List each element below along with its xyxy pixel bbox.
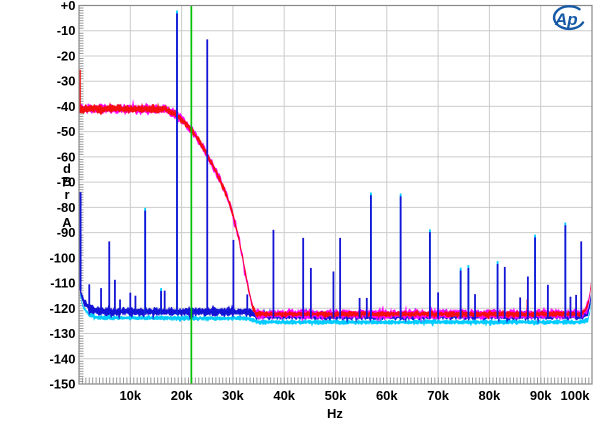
y-tick-label: -90	[57, 225, 76, 240]
y-axis-unit-letter-A: A	[62, 215, 72, 230]
y-axis-unit-letter-d: d	[63, 161, 71, 176]
audio-precision-logo: Ap	[552, 5, 585, 31]
y-tick-label: -10	[57, 23, 76, 38]
y-tick-label: -80	[57, 200, 76, 215]
y-tick-label: -30	[57, 74, 76, 89]
y-tick-label: -100	[49, 250, 75, 265]
x-tick-label: 20k	[171, 388, 193, 403]
x-tick-label: 100k	[561, 388, 591, 403]
logo-swoosh-arc	[552, 5, 585, 31]
x-tick-label: 90k	[530, 388, 552, 403]
cyan-trace	[80, 292, 591, 327]
y-tick-label: -140	[49, 351, 75, 366]
y-tick-label: -20	[57, 48, 76, 63]
x-tick-label: 70k	[427, 388, 449, 403]
x-tick-label: 10k	[119, 388, 141, 403]
y-tick-label: -70	[57, 175, 76, 190]
plot-border	[78, 4, 593, 385]
x-tick-label: 30k	[222, 388, 244, 403]
y-tick-label: -50	[57, 124, 76, 139]
y-tick-label: -150	[49, 377, 75, 392]
y-tick-label: +0	[61, 0, 76, 13]
y-axis-unit-letter-r: r	[64, 187, 70, 202]
y-axis-unit-letter-B: B	[62, 174, 72, 189]
y-tick-label: -130	[49, 326, 75, 341]
x-tick-label: 50k	[325, 388, 347, 403]
x-tick-label: 40k	[273, 388, 295, 403]
y-tick-label: -120	[49, 301, 75, 316]
logo-text: Ap	[554, 10, 578, 29]
x-tick-label: 60k	[376, 388, 398, 403]
y-tick-label: -40	[57, 99, 76, 114]
y-tick-label: -60	[57, 149, 76, 164]
y-tick-label: -110	[50, 276, 75, 291]
x-tick-label: 80k	[479, 388, 501, 403]
x-axis-title: Hz	[327, 406, 343, 421]
